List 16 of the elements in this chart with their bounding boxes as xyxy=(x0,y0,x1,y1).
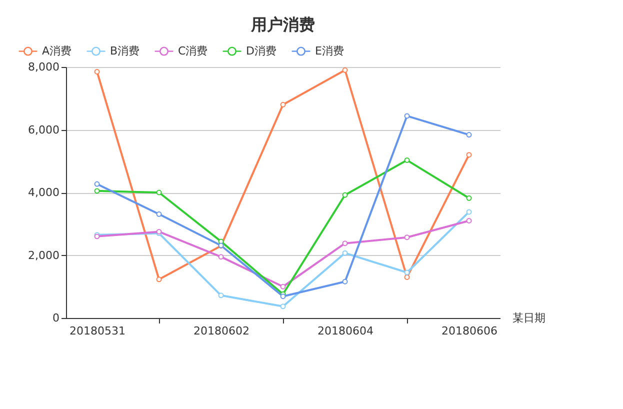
y-tick-label: 4,000 xyxy=(28,186,60,199)
x-tick-label: 20180602 xyxy=(194,324,250,338)
y-tick-label: 0 xyxy=(52,312,60,324)
x-axis-title: 某日期 xyxy=(512,312,546,324)
legend-label: E消费 xyxy=(315,44,344,58)
x-tick-label: 20180531 xyxy=(70,324,126,338)
x-tick-label: 20180606 xyxy=(442,324,498,338)
y-tick-label: 2,000 xyxy=(28,248,60,262)
legend-label: A消费 xyxy=(42,44,72,58)
chart-title: 用户消费 xyxy=(250,15,315,34)
legend-label: D消费 xyxy=(246,44,276,58)
x-tick-label: 20180604 xyxy=(318,324,374,338)
y-tick-label: 8,000 xyxy=(28,60,60,74)
legend-label: C消费 xyxy=(178,44,208,58)
legend-label: B消费 xyxy=(110,44,140,58)
y-tick-label: 6,000 xyxy=(28,123,60,136)
